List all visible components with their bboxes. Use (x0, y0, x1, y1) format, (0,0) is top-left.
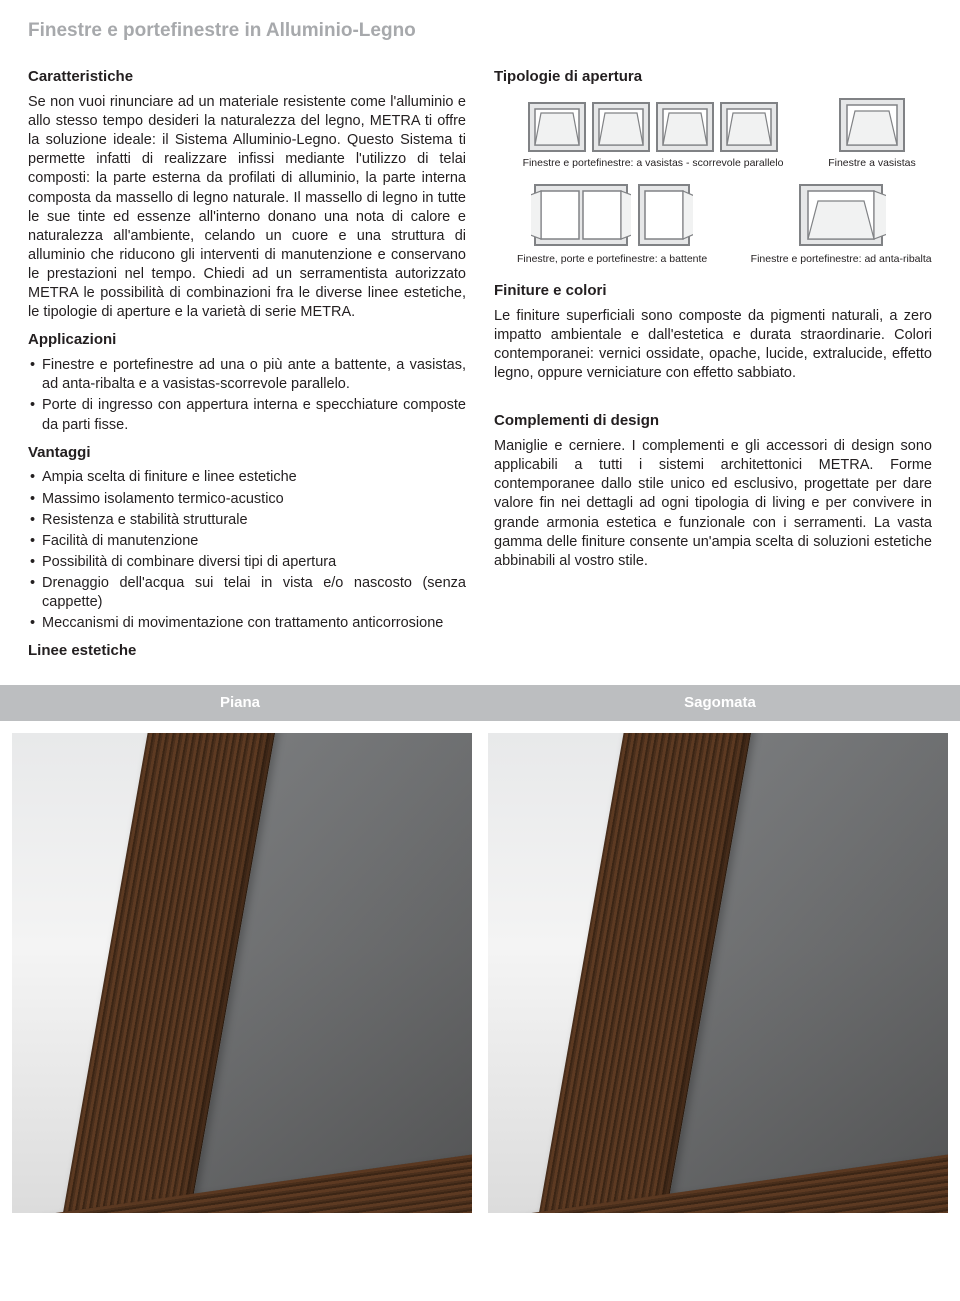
tipologie-caption: Finestre e portefinestre: a vasistas - s… (494, 157, 812, 169)
applicazioni-heading: Applicazioni (28, 330, 466, 350)
tipologie-heading: Tipologie di apertura (494, 67, 932, 87)
tipologie-row-2: Finestre, porte e portefinestre: a batte… (494, 179, 932, 265)
list-item: Massimo isolamento termico-acustico (28, 490, 466, 509)
finiture-heading: Finiture e colori (494, 281, 932, 301)
page-title: Finestre e portefinestre in Alluminio-Le… (28, 18, 932, 43)
window-anta-ribalta-icon (796, 179, 886, 251)
caratteristiche-text: Se non vuoi rinunciare ad un materiale r… (28, 93, 466, 323)
tipologie-caption: Finestre, porte e portefinestre: a batte… (494, 253, 730, 265)
window-vasistas-scorrevole-icon (655, 97, 715, 155)
list-item: Resistenza e stabilità strutturale (28, 511, 466, 530)
product-photo-sagomata (488, 733, 948, 1213)
right-column: Tipologie di apertura Finestre e portefi… (494, 59, 932, 667)
window-vasistas-scorrevole-icon (527, 97, 587, 155)
window-battente-double-icon (531, 179, 631, 251)
linee-estetiche-band: Piana Sagomata (0, 685, 960, 721)
list-item: Porte di ingresso con appertura interna … (28, 396, 466, 434)
window-vasistas-scorrevole-icon (591, 97, 651, 155)
list-item: Facilità di manutenzione (28, 532, 466, 551)
tipologie-row-1: Finestre e portefinestre: a vasistas - s… (494, 93, 932, 169)
applicazioni-list: Finestre e portefinestre ad una o più an… (28, 356, 466, 435)
list-item: Ampia scelta di finiture e linee estetic… (28, 468, 466, 487)
product-photo-piana (12, 733, 472, 1213)
list-item: Possibilità di combinare diversi tipi di… (28, 553, 466, 572)
list-item: Meccanismi di movimentazione con trattam… (28, 614, 466, 633)
window-vasistas-icon (837, 93, 907, 155)
complementi-text: Maniglie e cerniere. I complementi e gli… (494, 437, 932, 571)
complementi-heading: Complementi di design (494, 411, 932, 431)
tipologie-caption: Finestre a vasistas (812, 157, 932, 169)
left-column: Caratteristiche Se non vuoi rinunciare a… (28, 59, 466, 667)
list-item: Drenaggio dell'acqua sui telai in vista … (28, 574, 466, 612)
band-label-sagomata: Sagomata (480, 693, 960, 713)
linee-estetiche-heading: Linee estetiche (28, 641, 466, 661)
vantaggi-heading: Vantaggi (28, 443, 466, 463)
window-battente-single-icon (635, 179, 693, 251)
finiture-text: Le finiture superficiali sono composte d… (494, 307, 932, 384)
two-column-layout: Caratteristiche Se non vuoi rinunciare a… (28, 59, 932, 667)
tipologie-caption: Finestre e portefinestre: ad anta-ribalt… (750, 253, 932, 265)
caratteristiche-heading: Caratteristiche (28, 67, 466, 87)
band-label-piana: Piana (0, 693, 480, 713)
window-vasistas-scorrevole-icon (719, 97, 779, 155)
list-item: Finestre e portefinestre ad una o più an… (28, 356, 466, 394)
vantaggi-list: Ampia scelta di finiture e linee estetic… (28, 468, 466, 633)
product-photos-row (0, 733, 960, 1233)
